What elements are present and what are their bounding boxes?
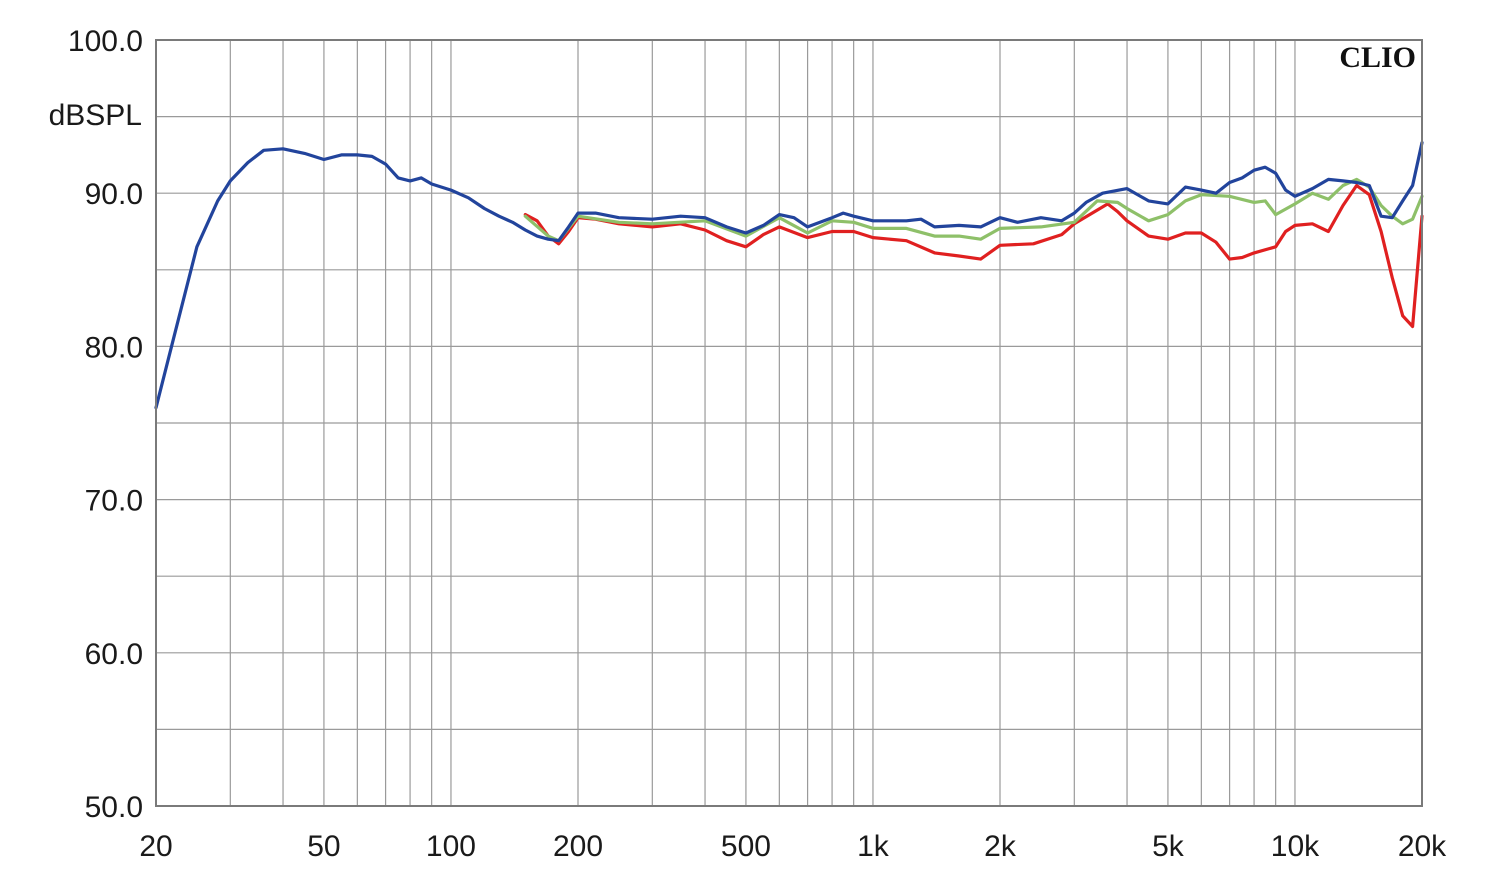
y-tick-label: 80.0 [85, 331, 143, 364]
x-tick-label: 200 [553, 830, 603, 863]
x-tick-label: 2k [984, 830, 1017, 863]
y-tick-label: 100.0 [68, 25, 143, 58]
y-tick-label: 60.0 [85, 638, 143, 671]
x-tick-label: 5k [1152, 830, 1185, 863]
x-tick-label: 1k [857, 830, 890, 863]
y-tick-label: 70.0 [85, 485, 143, 518]
x-tick-label: 20k [1398, 830, 1447, 863]
x-tick-label: 20 [139, 830, 172, 863]
plot-frame [155, 39, 1423, 807]
series-line [523, 183, 1424, 329]
x-tick-label: 100 [426, 830, 476, 863]
y-tick-label: 90.0 [85, 178, 143, 211]
y-axis-unit-label: dBSPL [49, 99, 142, 132]
x-tick-label: 10k [1271, 830, 1320, 863]
series-line [154, 141, 1424, 410]
x-tick-label: 50 [307, 830, 340, 863]
x-tick-labels: 20 50 100 200 500 1k 2k 5k 10k 20k [139, 830, 1447, 863]
y-tick-label: 50.0 [85, 791, 143, 824]
grid [156, 40, 1422, 806]
series-line [523, 177, 1424, 243]
series-lines [154, 141, 1424, 410]
x-tick-label: 500 [721, 830, 771, 863]
y-tick-labels: 100.0 90.0 80.0 70.0 60.0 50.0 [68, 25, 143, 824]
brand-watermark: CLIO [1339, 41, 1416, 74]
